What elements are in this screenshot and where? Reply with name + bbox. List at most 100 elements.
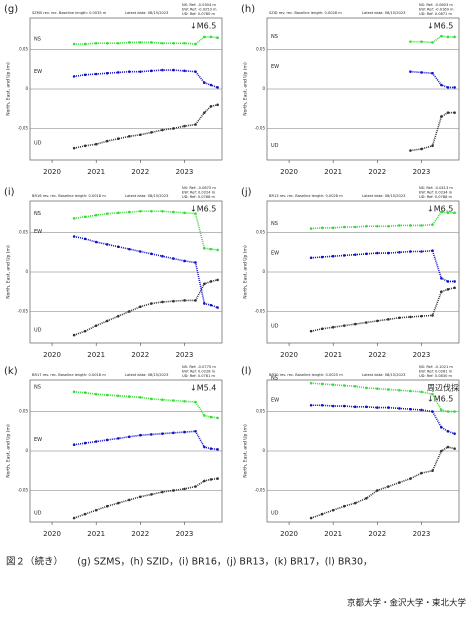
data-point	[216, 36, 219, 40]
data-point	[72, 217, 76, 220]
data-point	[83, 144, 87, 148]
data-point	[420, 224, 423, 227]
data-point	[139, 305, 142, 309]
data-point	[105, 243, 109, 246]
data-point	[216, 86, 219, 89]
data-point	[440, 83, 443, 87]
data-point	[320, 403, 324, 407]
series-label: EW	[271, 64, 279, 70]
data-point	[161, 490, 164, 494]
data-point	[116, 314, 120, 318]
series-label: NS	[34, 384, 41, 390]
data-point	[105, 41, 109, 45]
data-point	[116, 137, 120, 140]
y-tick-label: 0.05	[256, 409, 265, 414]
data-point	[376, 319, 379, 323]
data-point	[453, 86, 456, 89]
data-point	[139, 433, 142, 437]
latest-date: Latest data: 08/15/2023	[362, 11, 405, 15]
data-point	[365, 252, 368, 256]
data-point	[172, 68, 175, 72]
data-point	[116, 71, 120, 74]
data-point	[128, 135, 131, 138]
series-line	[311, 404, 455, 435]
data-point	[128, 41, 131, 44]
data-point	[216, 477, 219, 480]
latest-date: Latest data: 08/15/2023	[125, 194, 168, 198]
data-point	[161, 300, 164, 304]
y-tick-label: 0.05	[256, 47, 265, 52]
data-point	[216, 306, 219, 309]
panel-label: (h)	[241, 4, 255, 15]
data-point	[94, 72, 98, 76]
data-point	[194, 261, 197, 264]
data-point	[194, 299, 197, 302]
y-tick-label: 0	[262, 86, 265, 91]
ref-info: UD: Ref: 0.0788 m	[182, 195, 216, 199]
data-point	[72, 42, 76, 46]
data-point	[331, 254, 335, 258]
data-point	[309, 381, 313, 385]
data-point	[72, 390, 76, 394]
data-point	[431, 392, 434, 396]
series-label: EW	[271, 250, 279, 256]
y-axis-label: North, East, and Up (m)	[243, 245, 249, 299]
data-point	[139, 133, 142, 137]
latest-date: Latest data: 08/15/2023	[125, 11, 168, 15]
data-point	[440, 408, 443, 412]
data-point	[431, 314, 434, 317]
data-point	[116, 437, 120, 440]
data-point	[161, 254, 164, 258]
data-point	[440, 290, 443, 294]
ref-info: EW: Ref: 0.0224 m	[182, 191, 216, 195]
series-line	[73, 477, 218, 519]
caption: 図２（続き） (g) SZMS，(h) SZID，(i) BR16，(j) BR…	[6, 556, 373, 568]
series-label: NS	[34, 211, 41, 217]
data-point	[216, 278, 219, 282]
x-tick-label: 2020	[43, 351, 61, 359]
annotation: ↓M6.5	[427, 22, 453, 31]
series-line	[310, 446, 455, 519]
data-point	[194, 485, 197, 488]
annotation: ↓M6.5	[427, 205, 453, 214]
data-point	[94, 213, 98, 217]
data-point	[398, 407, 401, 410]
x-tick-label: 2020	[280, 351, 298, 359]
data-point	[83, 329, 87, 333]
series-label: EW	[271, 398, 279, 404]
series-label: UD	[271, 324, 279, 330]
data-point	[353, 253, 357, 256]
y-tick-label: -0.05	[255, 125, 266, 130]
data-point	[453, 432, 456, 435]
data-point	[431, 410, 434, 413]
data-point	[83, 42, 87, 46]
data-point	[431, 223, 434, 226]
data-point	[342, 254, 346, 257]
data-point	[320, 512, 324, 516]
data-point	[139, 396, 142, 399]
series-label: EW	[34, 229, 42, 235]
series-label: EW	[34, 69, 42, 75]
data-point	[453, 111, 456, 114]
data-point	[203, 479, 206, 483]
y-tick-label: -0.05	[18, 308, 29, 313]
data-point	[150, 69, 153, 73]
data-point	[83, 237, 87, 241]
series-label: UD	[34, 511, 42, 517]
y-axis-label: North, East, and Up (m)	[243, 62, 249, 116]
data-point	[353, 225, 357, 229]
data-point	[209, 280, 213, 283]
data-point	[409, 477, 412, 480]
data-point	[431, 144, 434, 148]
data-point	[203, 282, 206, 286]
y-tick-label: 0.05	[19, 47, 28, 52]
data-point	[183, 124, 186, 128]
data-point	[353, 385, 357, 388]
data-point	[194, 123, 197, 126]
series-label: UD	[271, 511, 279, 517]
x-tick-label: 2023	[413, 530, 431, 538]
data-point	[183, 69, 186, 73]
data-point	[161, 432, 164, 435]
data-point	[139, 70, 142, 73]
